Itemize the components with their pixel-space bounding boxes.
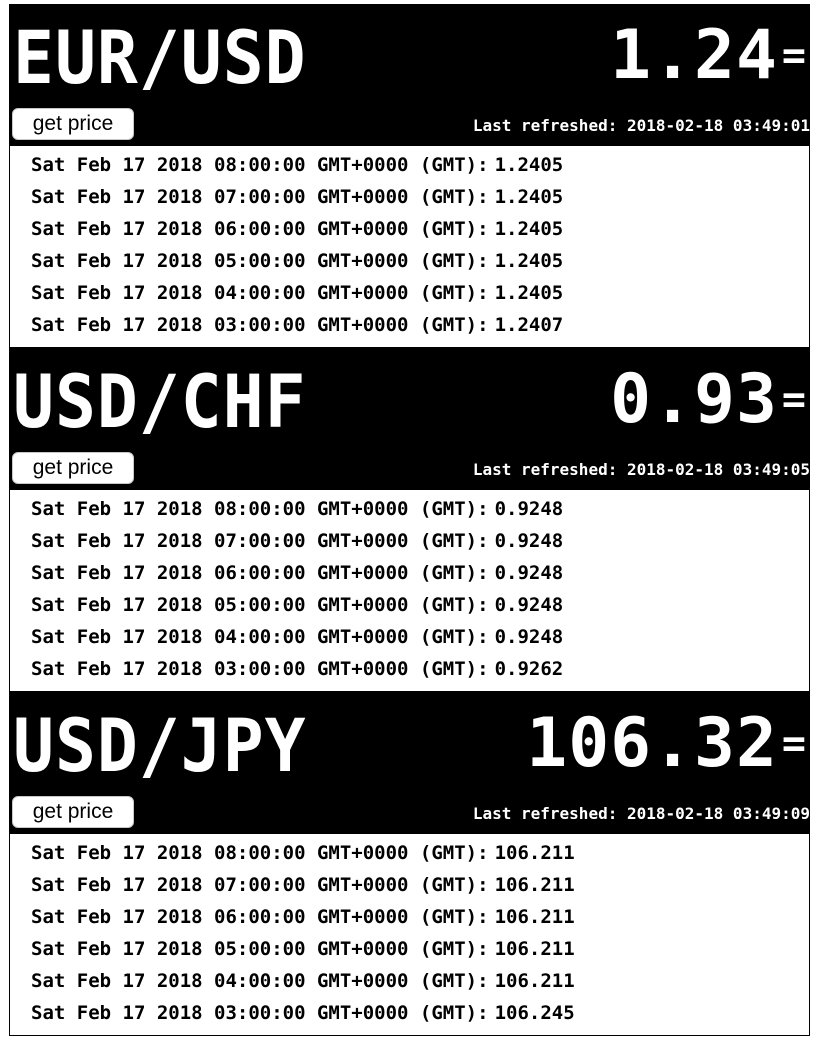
history-row: Sat Feb 17 2018 07:00:00 GMT+0000 (GMT):… <box>31 181 563 213</box>
history-value: 0.9248 <box>494 626 564 648</box>
panel-header: USD/JPY 106.32 = get price Last refreshe… <box>9 692 810 834</box>
history-row: Sat Feb 17 2018 06:00:00 GMT+0000 (GMT):… <box>31 213 563 245</box>
history-row: Sat Feb 17 2018 05:00:00 GMT+0000 (GMT):… <box>31 933 575 965</box>
history-row: Sat Feb 17 2018 06:00:00 GMT+0000 (GMT):… <box>31 557 563 589</box>
price-history-list[interactable]: Sat Feb 17 2018 08:00:00 GMT+0000 (GMT):… <box>9 834 810 1036</box>
history-value: 106.211 <box>494 874 575 896</box>
history-time: Sat Feb 17 2018 05:00:00 GMT+0000 (GMT): <box>31 938 489 960</box>
history-row: Sat Feb 17 2018 04:00:00 GMT+0000 (GMT):… <box>31 621 563 653</box>
get-price-button[interactable]: get price <box>12 452 134 484</box>
history-row: Sat Feb 17 2018 07:00:00 GMT+0000 (GMT):… <box>31 869 575 901</box>
history-row: Sat Feb 17 2018 08:00:00 GMT+0000 (GMT):… <box>31 837 575 869</box>
history-time: Sat Feb 17 2018 07:00:00 GMT+0000 (GMT): <box>31 530 489 552</box>
history-row: Sat Feb 17 2018 03:00:00 GMT+0000 (GMT):… <box>31 653 563 685</box>
history-row: Sat Feb 17 2018 05:00:00 GMT+0000 (GMT):… <box>31 245 563 277</box>
history-time: Sat Feb 17 2018 06:00:00 GMT+0000 (GMT): <box>31 906 489 928</box>
currency-panel-usd-chf: USD/CHF 0.93 = get price Last refreshed:… <box>9 348 810 692</box>
history-value: 0.9248 <box>494 562 564 584</box>
history-row: Sat Feb 17 2018 07:00:00 GMT+0000 (GMT):… <box>31 525 563 557</box>
get-price-button[interactable]: get price <box>12 108 134 140</box>
currency-panel-usd-jpy: USD/JPY 106.32 = get price Last refreshe… <box>9 692 810 1036</box>
history-time: Sat Feb 17 2018 04:00:00 GMT+0000 (GMT): <box>31 282 489 304</box>
history-time: Sat Feb 17 2018 07:00:00 GMT+0000 (GMT): <box>31 874 489 896</box>
history-row: Sat Feb 17 2018 03:00:00 GMT+0000 (GMT):… <box>31 309 563 341</box>
price-history-list[interactable]: Sat Feb 17 2018 08:00:00 GMT+0000 (GMT):… <box>9 146 810 348</box>
history-time: Sat Feb 17 2018 05:00:00 GMT+0000 (GMT): <box>31 594 489 616</box>
history-value: 106.211 <box>494 970 575 992</box>
price-value: 1.24 <box>610 16 778 95</box>
history-row: Sat Feb 17 2018 03:00:00 GMT+0000 (GMT):… <box>31 997 575 1029</box>
history-value: 0.9248 <box>494 594 564 616</box>
history-value: 1.2405 <box>494 282 564 304</box>
history-value: 106.211 <box>494 842 575 864</box>
history-time: Sat Feb 17 2018 03:00:00 GMT+0000 (GMT): <box>31 658 489 680</box>
history-time: Sat Feb 17 2018 04:00:00 GMT+0000 (GMT): <box>31 970 489 992</box>
history-row: Sat Feb 17 2018 08:00:00 GMT+0000 (GMT):… <box>31 493 563 525</box>
price-value: 0.93 <box>610 360 778 439</box>
price-suffix: = <box>781 721 807 767</box>
history-value: 106.245 <box>494 1002 575 1024</box>
history-row: Sat Feb 17 2018 04:00:00 GMT+0000 (GMT):… <box>31 965 575 997</box>
history-value: 1.2405 <box>494 154 564 176</box>
history-value: 106.211 <box>494 906 575 928</box>
history-time: Sat Feb 17 2018 06:00:00 GMT+0000 (GMT): <box>31 218 489 240</box>
panel-header: USD/CHF 0.93 = get price Last refreshed:… <box>9 348 810 490</box>
history-value: 1.2405 <box>494 218 564 240</box>
history-value: 0.9262 <box>494 658 564 680</box>
pair-name: EUR/USD <box>13 16 307 102</box>
history-time: Sat Feb 17 2018 06:00:00 GMT+0000 (GMT): <box>31 562 489 584</box>
history-time: Sat Feb 17 2018 04:00:00 GMT+0000 (GMT): <box>31 626 489 648</box>
history-row: Sat Feb 17 2018 04:00:00 GMT+0000 (GMT):… <box>31 277 563 309</box>
price-suffix: = <box>781 33 807 79</box>
history-value: 0.9248 <box>494 498 564 520</box>
pair-name: USD/JPY <box>13 704 307 790</box>
history-row: Sat Feb 17 2018 05:00:00 GMT+0000 (GMT):… <box>31 589 563 621</box>
history-time: Sat Feb 17 2018 03:00:00 GMT+0000 (GMT): <box>31 314 489 336</box>
history-time: Sat Feb 17 2018 03:00:00 GMT+0000 (GMT): <box>31 1002 489 1024</box>
last-refreshed-label: Last refreshed: 2018-02-18 03:49:09 <box>472 804 810 823</box>
pair-name: USD/CHF <box>13 360 307 446</box>
panel-header: EUR/USD 1.24 = get price Last refreshed:… <box>9 4 810 146</box>
get-price-button[interactable]: get price <box>12 796 134 828</box>
last-refreshed-label: Last refreshed: 2018-02-18 03:49:05 <box>472 460 810 479</box>
history-value: 1.2405 <box>494 250 564 272</box>
currency-panel-eur-usd: EUR/USD 1.24 = get price Last refreshed:… <box>9 4 810 348</box>
history-row: Sat Feb 17 2018 08:00:00 GMT+0000 (GMT):… <box>31 149 563 181</box>
history-value: 1.2407 <box>494 314 564 336</box>
price-suffix: = <box>781 377 807 423</box>
history-time: Sat Feb 17 2018 07:00:00 GMT+0000 (GMT): <box>31 186 489 208</box>
history-value: 106.211 <box>494 938 575 960</box>
history-value: 1.2405 <box>494 186 564 208</box>
history-time: Sat Feb 17 2018 08:00:00 GMT+0000 (GMT): <box>31 154 489 176</box>
history-value: 0.9248 <box>494 530 564 552</box>
price-display: 0.93 = <box>610 358 807 442</box>
price-display: 106.32 = <box>526 702 807 786</box>
price-display: 1.24 = <box>610 14 807 98</box>
price-value: 106.32 <box>526 704 778 783</box>
price-history-list[interactable]: Sat Feb 17 2018 08:00:00 GMT+0000 (GMT):… <box>9 490 810 692</box>
last-refreshed-label: Last refreshed: 2018-02-18 03:49:01 <box>472 116 810 135</box>
history-time: Sat Feb 17 2018 08:00:00 GMT+0000 (GMT): <box>31 842 489 864</box>
history-time: Sat Feb 17 2018 08:00:00 GMT+0000 (GMT): <box>31 498 489 520</box>
history-time: Sat Feb 17 2018 05:00:00 GMT+0000 (GMT): <box>31 250 489 272</box>
history-row: Sat Feb 17 2018 06:00:00 GMT+0000 (GMT):… <box>31 901 575 933</box>
